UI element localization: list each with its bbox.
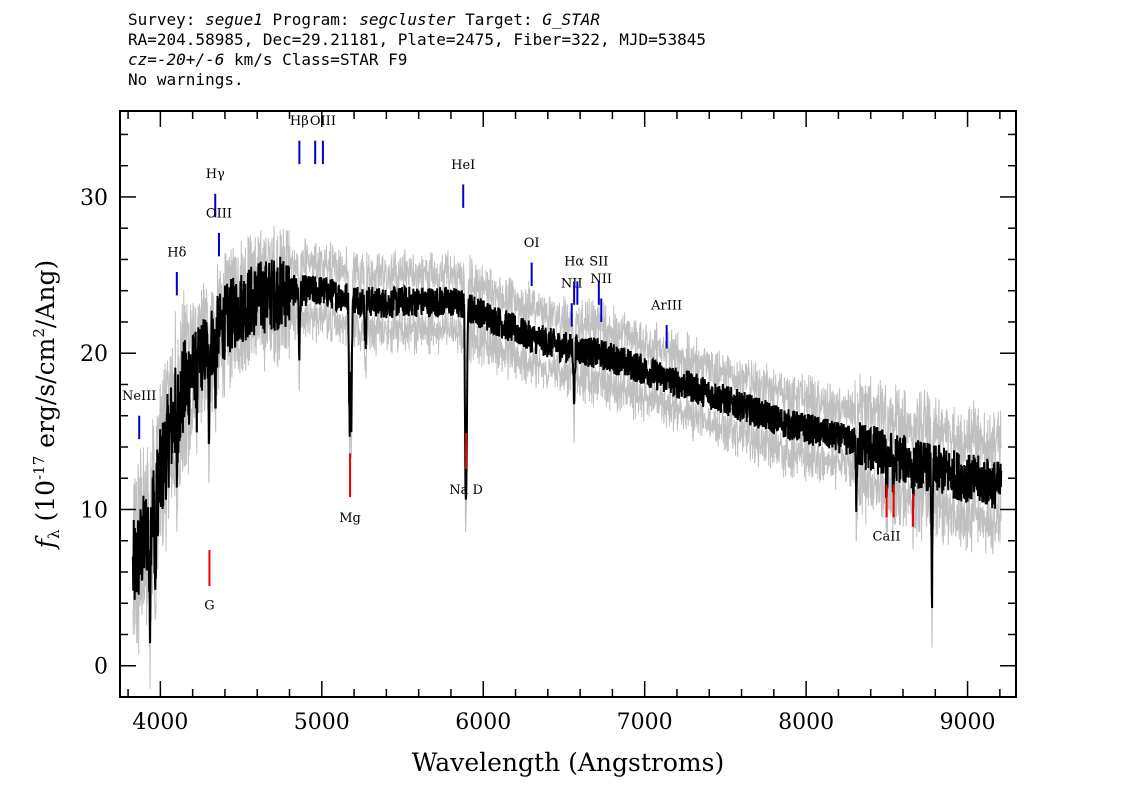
flux-trace bbox=[131, 256, 1003, 644]
survey-value: segue1 bbox=[205, 10, 263, 29]
plot-frame bbox=[119, 110, 1017, 698]
header-line-1: Survey: segue1 Program: segcluster Targe… bbox=[128, 10, 706, 30]
target-value: G_STAR bbox=[542, 10, 601, 29]
program-label: Program: bbox=[262, 10, 360, 29]
emission-line-label: OIII bbox=[206, 206, 232, 221]
target-label: Target: bbox=[455, 10, 543, 29]
emission-line-label: NII bbox=[590, 272, 612, 287]
program-value: segcluster bbox=[359, 10, 456, 29]
absorption-line-label: G bbox=[204, 598, 214, 613]
y-tick-label: 0 bbox=[94, 655, 108, 680]
header-line-3: cz=-20+/-6 km/s Class=STAR F9 bbox=[128, 50, 706, 70]
y-axis-open: (10 bbox=[31, 480, 60, 530]
absorption-line-label: Mg bbox=[339, 511, 361, 526]
emission-line-label: HeI bbox=[451, 158, 475, 173]
emission-line-label: ArIII bbox=[650, 298, 682, 313]
x-axis-title: Wavelength (Angstroms) bbox=[412, 748, 724, 777]
y-axis-lambda: λ bbox=[45, 529, 63, 539]
header-line-4: No warnings. bbox=[128, 70, 244, 89]
x-tick-label: 5000 bbox=[294, 710, 350, 735]
y-axis-f: f bbox=[31, 535, 60, 550]
emission-line-label: NII bbox=[561, 277, 583, 292]
emission-line-label: Hδ bbox=[167, 245, 186, 260]
x-tick-label: 4000 bbox=[132, 710, 188, 735]
y-axis-exp: -17 bbox=[30, 456, 48, 480]
emission-line-label: NeIII bbox=[122, 389, 156, 404]
absorption-line-label: Na D bbox=[449, 483, 483, 498]
class-text: km/s Class=STAR F9 bbox=[224, 50, 408, 69]
cz-value: -20+/-6 bbox=[156, 50, 225, 69]
y-axis-sq: 2 bbox=[30, 328, 48, 338]
y-tick-label: 20 bbox=[80, 342, 108, 367]
x-tick-label: 6000 bbox=[455, 710, 511, 735]
emission-line-label: OIII bbox=[310, 114, 336, 129]
header-line-2: RA=204.58985, Dec=29.21181, Plate=2475, … bbox=[128, 30, 706, 49]
error-upper-trace bbox=[132, 225, 1002, 615]
survey-label: Survey: bbox=[128, 10, 206, 29]
emission-line-label: Hα bbox=[564, 255, 584, 270]
plot-axes: 4000 5000 6000 7000 8000 9000 0 10 20 30 bbox=[80, 110, 1017, 735]
y-tick-label: 30 bbox=[80, 186, 108, 211]
spectrum-header: Survey: segue1 Program: segcluster Targe… bbox=[128, 10, 706, 90]
cz-label: cz= bbox=[128, 50, 157, 69]
emission-line-label: SII bbox=[589, 255, 608, 270]
x-tick-label: 7000 bbox=[617, 710, 673, 735]
flux-spectrum bbox=[131, 256, 1003, 644]
emission-line-label: OI bbox=[524, 236, 540, 251]
x-tick-label: 8000 bbox=[778, 710, 834, 735]
absorption-line-label: CaII bbox=[873, 530, 901, 545]
y-axis-mid: erg/s/cm bbox=[31, 337, 60, 455]
x-tick-label: 9000 bbox=[940, 710, 996, 735]
y-axis-close: /Ang) bbox=[31, 260, 60, 328]
emission-line-label: Hγ bbox=[206, 167, 225, 182]
y-axis-title: fλ (10-17 erg/s/cm2/Ang) bbox=[30, 260, 63, 550]
emission-line-label: Hβ bbox=[290, 114, 309, 129]
y-tick-label: 10 bbox=[80, 498, 108, 523]
